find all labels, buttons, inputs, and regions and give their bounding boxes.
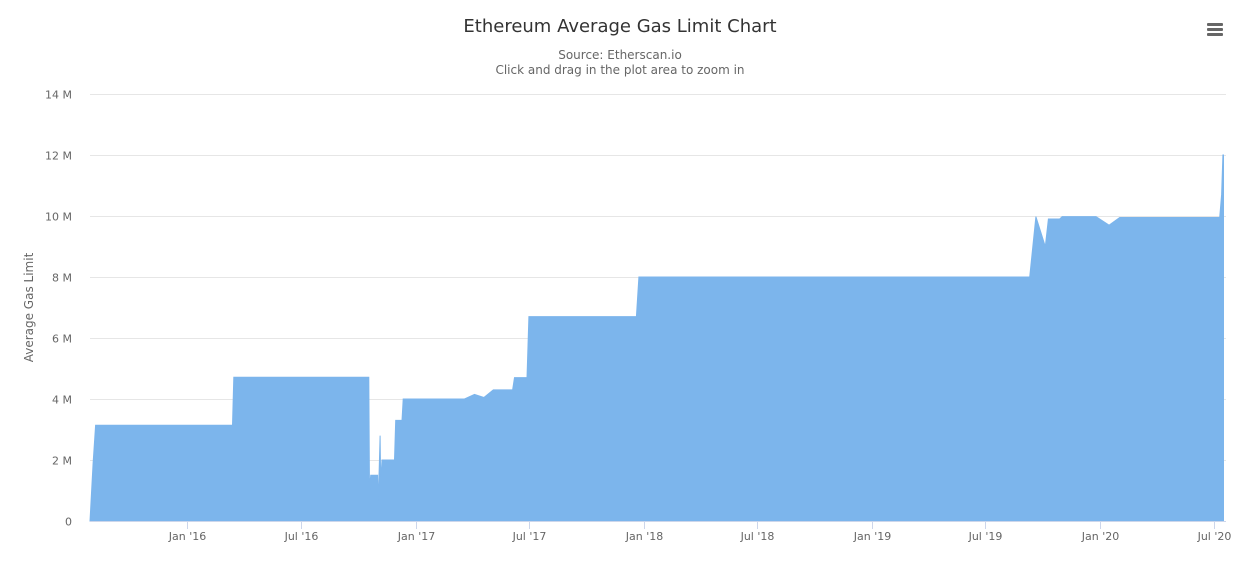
y-tick-label: 6 M bbox=[52, 333, 72, 346]
axes: 0 2 M 4 M 6 M 8 M 10 M 12 M 14 M Jan '16 Jul '16 J… bbox=[45, 89, 1231, 544]
x-tick-label: Jan '19 bbox=[853, 530, 891, 543]
x-tick-label: Jul '18 bbox=[740, 530, 775, 543]
x-tick-label: Jan '16 bbox=[168, 530, 206, 543]
series-area bbox=[89, 154, 1224, 522]
x-tick-label: Jan '20 bbox=[1081, 530, 1119, 543]
menu-bar bbox=[1207, 33, 1223, 36]
x-tick-label: Jan '18 bbox=[625, 530, 663, 543]
y-tick-label: 10 M bbox=[45, 211, 72, 224]
subtitle-source: Source: Etherscan.io bbox=[558, 48, 682, 62]
hamburger-menu-icon[interactable] bbox=[1200, 16, 1230, 42]
y-tick-label: 4 M bbox=[52, 394, 72, 407]
y-tick-label: 2 M bbox=[52, 455, 72, 468]
y-tick-label: 8 M bbox=[52, 272, 72, 285]
x-tick-label: Jul '17 bbox=[512, 530, 547, 543]
y-tick-label: 12 M bbox=[45, 150, 72, 163]
menu-bar bbox=[1207, 23, 1223, 26]
subtitle-zoom-hint: Click and drag in the plot area to zoom … bbox=[495, 63, 745, 77]
y-tick-label: 0 bbox=[65, 516, 72, 529]
chart-title: Ethereum Average Gas Limit Chart bbox=[463, 16, 777, 37]
x-tick-label: Jul '16 bbox=[284, 530, 319, 543]
y-tick-label: 14 M bbox=[45, 89, 72, 102]
x-tick-label: Jul '20 bbox=[1197, 530, 1232, 543]
y-axis-title: Average Gas Limit bbox=[22, 252, 36, 362]
menu-bar bbox=[1207, 28, 1223, 31]
chart-subtitle: Source: Etherscan.io Click and drag in t… bbox=[0, 48, 1240, 78]
x-tick-label: Jan '17 bbox=[397, 530, 435, 543]
area-fill bbox=[89, 154, 1224, 522]
x-tick-label: Jul '19 bbox=[968, 530, 1003, 543]
